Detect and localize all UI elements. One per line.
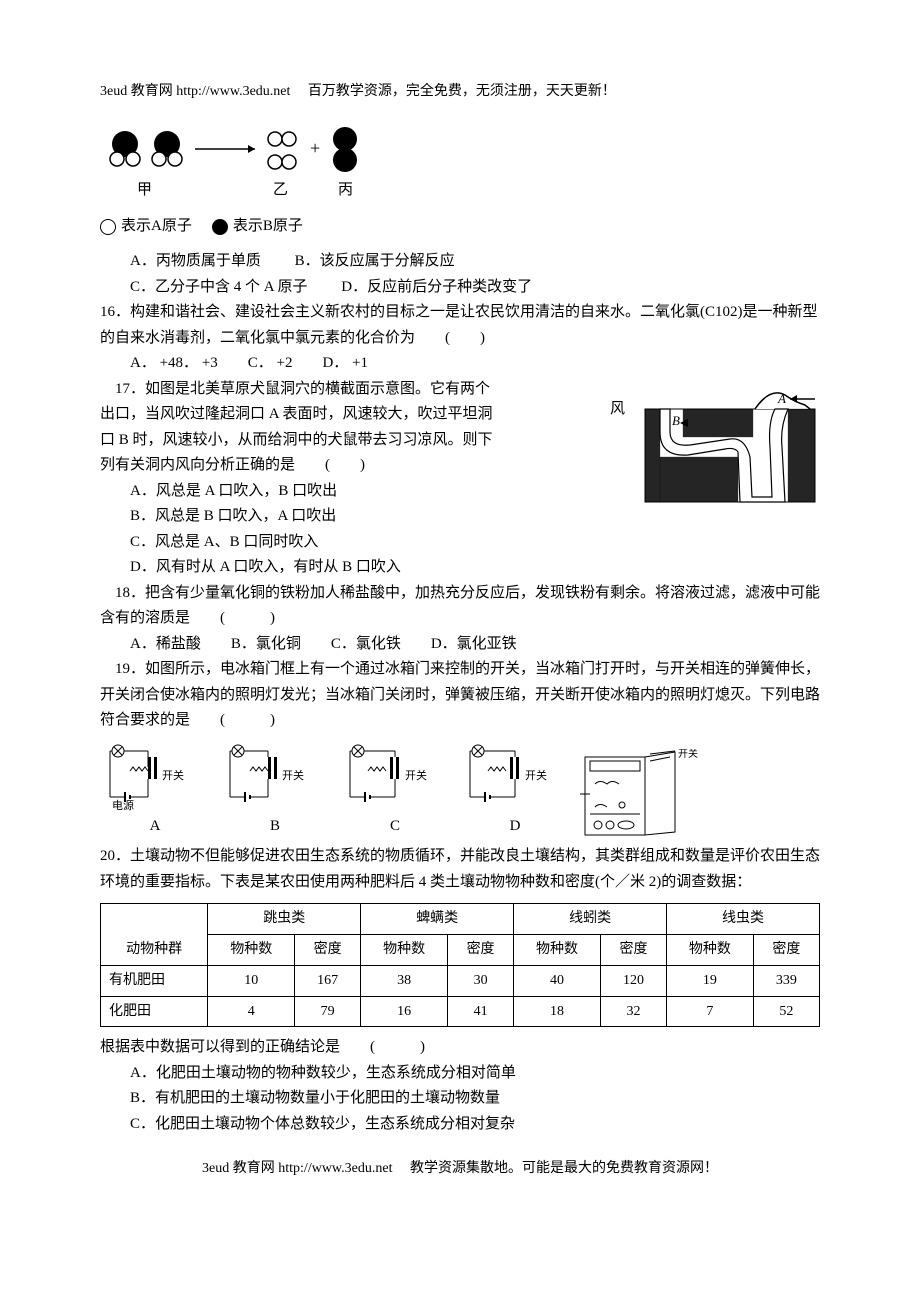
q20-opt-a: A．化肥田土壤动物的物种数较少，生态系统成分相对简单 xyxy=(100,1061,820,1087)
r2c0: 化肥田 xyxy=(101,996,208,1027)
soil-data-table: 动物种群 跳虫类 蜱螨类 线蚓类 线虫类 物种数 密度 物种数 密度 物种数 密… xyxy=(100,903,820,1027)
svg-text:开关: 开关 xyxy=(405,768,427,782)
sh4: 密度 xyxy=(447,935,513,966)
open-circle-icon xyxy=(100,219,116,235)
sh3: 物种数 xyxy=(361,935,448,966)
q18-text: 18．把含有少量氧化铜的铁粉加人稀盐酸中，加热充分反应后，发现铁粉有剩余。将溶液… xyxy=(100,581,820,632)
q18-options: A．稀盐酸 B．氯化铜 C．氯化铁 D．氯化亚铁 xyxy=(100,632,820,658)
th-group: 动物种群 xyxy=(101,904,208,966)
mol-label-2: 乙 xyxy=(273,182,288,198)
table-header-row: 动物种群 跳虫类 蜱螨类 线蚓类 线虫类 xyxy=(101,904,820,935)
r2c5: 18 xyxy=(514,996,601,1027)
circuit-b: 开关 B xyxy=(220,739,330,840)
r2c7: 7 xyxy=(667,996,754,1027)
page-header: 3eud 教育网 http://www.3edu.net 百万教学资源，完全免费… xyxy=(100,80,820,104)
footer-url: http://www.3edu.net xyxy=(278,1161,392,1176)
q17-figure: A B xyxy=(640,377,820,507)
svg-text:开关: 开关 xyxy=(162,768,184,782)
svg-text:开关: 开关 xyxy=(282,768,304,782)
q17-opt-d: D．风有时从 A 口吹入，有时从 B 口吹入 xyxy=(100,555,820,581)
sh5: 物种数 xyxy=(514,935,601,966)
r1c0: 有机肥田 xyxy=(101,965,208,996)
circuit-a: 开关 电源 A xyxy=(100,739,210,840)
burrow-svg: A B xyxy=(640,377,820,507)
r2c4: 41 xyxy=(447,996,513,1027)
circuit-label-c: C xyxy=(340,814,450,840)
sh1: 物种数 xyxy=(208,935,295,966)
footer-tagline: 教学资源集散地。可能是最大的免费教育资源网！ xyxy=(410,1161,718,1176)
r2c8: 52 xyxy=(753,996,819,1027)
th-cat2: 蜱螨类 xyxy=(361,904,514,935)
table-subheader-row: 物种数 密度 物种数 密度 物种数 密度 物种数 密度 xyxy=(101,935,820,966)
circuit-diagrams: 开关 电源 A 开关 B xyxy=(100,739,820,840)
r1c1: 10 xyxy=(208,965,295,996)
r2c1: 4 xyxy=(208,996,295,1027)
q15-opt-b: B．该反应属于分解反应 xyxy=(295,253,455,269)
q20-opt-b: B．有机肥田的土壤动物数量小于化肥田的土壤动物数量 xyxy=(100,1086,820,1112)
th-cat1: 跳虫类 xyxy=(208,904,361,935)
fridge-illustration: 开关 xyxy=(580,749,710,839)
svg-text:B: B xyxy=(672,413,680,428)
q15-opt-d: D．反应前后分子种类改变了 xyxy=(341,279,532,295)
q20-conclusion: 根据表中数据可以得到的正确结论是 ( ) xyxy=(100,1035,820,1061)
r2c2: 79 xyxy=(295,996,361,1027)
r2c3: 16 xyxy=(361,996,448,1027)
wind-label: 风 xyxy=(610,397,625,423)
table-row: 化肥田 4 79 16 41 18 32 7 52 xyxy=(101,996,820,1027)
q16-options: A． +48． +3 C． +2 D． +1 xyxy=(100,351,820,377)
sh8: 密度 xyxy=(753,935,819,966)
q20-text: 20．土壤动物不但能够促进农田生态系统的物质循环，并能改良土壤结构，其类群组成和… xyxy=(100,844,820,895)
q20-opt-c: C．化肥田土壤动物个体总数较少，生态系统成分相对复杂 xyxy=(100,1112,820,1138)
r1c8: 339 xyxy=(753,965,819,996)
r1c3: 38 xyxy=(361,965,448,996)
molecule-svg: + 甲 乙 丙 xyxy=(100,124,380,204)
th-cat3: 线蚓类 xyxy=(514,904,667,935)
header-site: 3eud 教育网 xyxy=(100,84,173,99)
r1c4: 30 xyxy=(447,965,513,996)
legend-a: 表示A原子 xyxy=(121,214,192,240)
sh2: 密度 xyxy=(295,935,361,966)
table-row: 有机肥田 10 167 38 30 40 120 19 339 xyxy=(101,965,820,996)
r2c6: 32 xyxy=(600,996,666,1027)
th-cat4: 线虫类 xyxy=(667,904,820,935)
circuit-label-b: B xyxy=(220,814,330,840)
mol-label-1: 甲 xyxy=(137,182,152,198)
filled-circle-icon xyxy=(212,219,228,235)
q15-options: A．丙物质属于单质 B．该反应属于分解反应 C．乙分子中含 4 个 A 原子 D… xyxy=(100,249,820,300)
svg-text:开关: 开关 xyxy=(525,768,547,782)
svg-text:A: A xyxy=(777,391,786,406)
q17-opt-c: C．风总是 A、B 口同时吹入 xyxy=(100,530,820,556)
svg-text:+: + xyxy=(310,138,320,158)
mol-label-3: 丙 xyxy=(338,182,353,198)
q15-opt-c: C．乙分子中含 4 个 A 原子 xyxy=(130,279,308,295)
q19-text: 19．如图所示，电冰箱门框上有一个通过冰箱门来控制的开关，当冰箱门打开时，与开关… xyxy=(100,657,820,734)
header-url: http://www.3edu.net xyxy=(176,84,290,99)
footer-site: 3eud 教育网 xyxy=(202,1161,275,1176)
circuit-c: 开关 C xyxy=(340,739,450,840)
sh7: 物种数 xyxy=(667,935,754,966)
r1c2: 167 xyxy=(295,965,361,996)
header-tagline: 百万教学资源，完全免费，无须注册，天天更新！ xyxy=(308,84,616,99)
q17-opt-b: B．风总是 B 口吹入，A 口吹出 xyxy=(100,504,820,530)
legend-b: 表示B原子 xyxy=(233,214,303,240)
atom-legend: 表示A原子 表示B原子 xyxy=(100,214,820,240)
q16-text: 16．构建和谐社会、建设社会主义新农村的目标之一是让农民饮用清洁的自来水。二氧化… xyxy=(100,300,820,351)
q15-opt-a: A．丙物质属于单质 xyxy=(130,253,261,269)
page-footer: 3eud 教育网 http://www.3edu.net 教学资源集散地。可能是… xyxy=(100,1157,820,1181)
circuit-label-d: D xyxy=(460,814,570,840)
svg-text:电源: 电源 xyxy=(112,798,134,812)
circuit-d: 开关 D xyxy=(460,739,570,840)
molecule-diagram: + 甲 乙 丙 xyxy=(100,124,820,204)
r1c6: 120 xyxy=(600,965,666,996)
r1c5: 40 xyxy=(514,965,601,996)
svg-text:开关: 开关 xyxy=(678,749,698,760)
r1c7: 19 xyxy=(667,965,754,996)
sh6: 密度 xyxy=(600,935,666,966)
circuit-label-a: A xyxy=(100,814,210,840)
